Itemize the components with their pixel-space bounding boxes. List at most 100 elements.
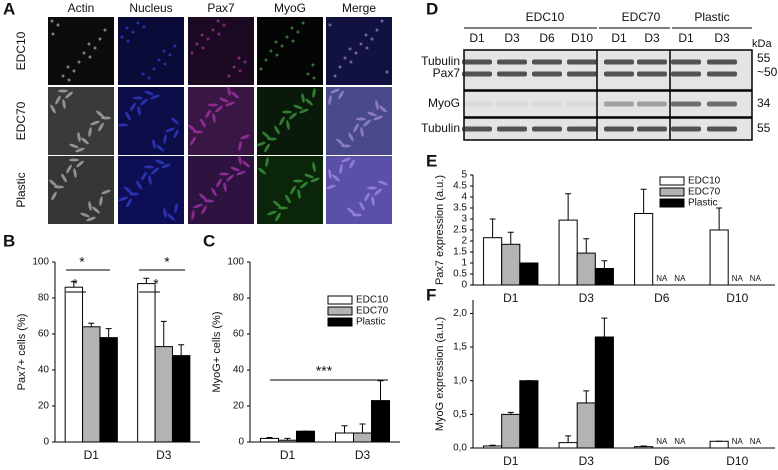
cell: [171, 117, 179, 125]
cell: [54, 185, 64, 189]
cell: [75, 147, 85, 153]
x-tick-label: D1: [280, 448, 296, 462]
y-tick-label: 0: [43, 437, 49, 448]
cell: [240, 134, 250, 140]
y-tick-label: 20: [233, 401, 245, 412]
cell: [311, 63, 315, 67]
cell: [336, 138, 344, 146]
cell: [364, 33, 368, 37]
na-label: NA: [750, 274, 762, 283]
na-label: NA: [656, 274, 668, 283]
y-tick-label: 1: [461, 258, 467, 269]
bar: [558, 219, 578, 286]
bar: [137, 283, 156, 443]
cell: [62, 99, 66, 109]
y-tick-label: 100: [32, 257, 49, 268]
cell: [289, 112, 297, 120]
band: [567, 59, 597, 65]
na-label: NA: [674, 437, 686, 446]
cell: [87, 42, 91, 46]
cell: [141, 72, 145, 76]
cell: [359, 42, 363, 46]
cell: [226, 174, 234, 182]
cell: [51, 32, 55, 36]
blot-row-label: Pax7: [433, 66, 461, 80]
cell: [341, 144, 351, 148]
cell: [227, 74, 231, 78]
x-tick-label: D6: [654, 291, 670, 305]
cell: [232, 65, 236, 69]
cell: [195, 42, 199, 46]
error-bar: [716, 207, 723, 230]
cell: [275, 212, 281, 222]
cell: [370, 37, 374, 41]
cell: [348, 132, 354, 142]
panel-label: E: [426, 151, 437, 170]
blot-row-label: MyoG: [428, 96, 460, 110]
band: [671, 59, 701, 65]
cell: [66, 164, 72, 174]
cell: [275, 53, 279, 57]
bar: [501, 413, 521, 449]
cell: [243, 60, 247, 64]
band: [462, 59, 492, 65]
cell: [278, 206, 288, 210]
bar: [335, 432, 354, 443]
band: [671, 71, 701, 77]
cell: [242, 160, 250, 168]
bar: [154, 346, 173, 443]
cell: [88, 201, 92, 211]
cell: [238, 69, 242, 73]
error-bar: [359, 423, 366, 433]
cell: [124, 186, 132, 194]
error-bar: [377, 380, 384, 401]
cell: [61, 74, 65, 78]
y-tick-label: 60: [38, 329, 50, 340]
cell: [151, 167, 159, 175]
error-bar: [565, 193, 572, 221]
cell: [300, 181, 308, 189]
y-tick-label: 80: [38, 293, 50, 304]
panel-label: D: [426, 0, 438, 18]
cell: [165, 127, 175, 133]
cell: [348, 47, 352, 51]
error-bar: [105, 328, 112, 338]
cell: [312, 88, 316, 98]
cell: [365, 46, 369, 50]
blot-panel: [463, 49, 753, 91]
cell: [341, 157, 351, 163]
bar: [594, 268, 614, 286]
x-tick-label: D10: [726, 454, 748, 465]
lane-label: D3: [714, 31, 730, 45]
bar: [709, 229, 729, 286]
error-bar: [341, 425, 348, 433]
na-label: NA: [656, 437, 668, 446]
cell: [304, 173, 314, 179]
significance-mark: *: [79, 254, 85, 270]
cell: [152, 139, 156, 149]
x-tick-label: D3: [579, 454, 595, 465]
cell: [223, 182, 227, 192]
cell: [264, 143, 270, 153]
cell: [353, 123, 359, 133]
cell: [230, 166, 240, 172]
na-label: NA: [674, 274, 686, 283]
band: [637, 71, 667, 77]
column-header: Nucleus: [129, 1, 172, 15]
legend-swatch: [659, 176, 685, 186]
cell: [367, 186, 377, 190]
cell: [69, 158, 79, 162]
error-bar: [284, 437, 291, 441]
panel-label: C: [203, 231, 215, 250]
micrograph: [48, 156, 114, 224]
band: [637, 101, 667, 107]
cell: [339, 164, 343, 174]
na-label: NA: [732, 437, 744, 446]
cell: [191, 210, 195, 220]
band: [637, 59, 667, 65]
band: [567, 71, 597, 77]
row-label: Plastic: [14, 172, 28, 207]
cell: [126, 39, 130, 43]
row-label: EDC70: [14, 101, 28, 140]
cell: [267, 137, 277, 141]
